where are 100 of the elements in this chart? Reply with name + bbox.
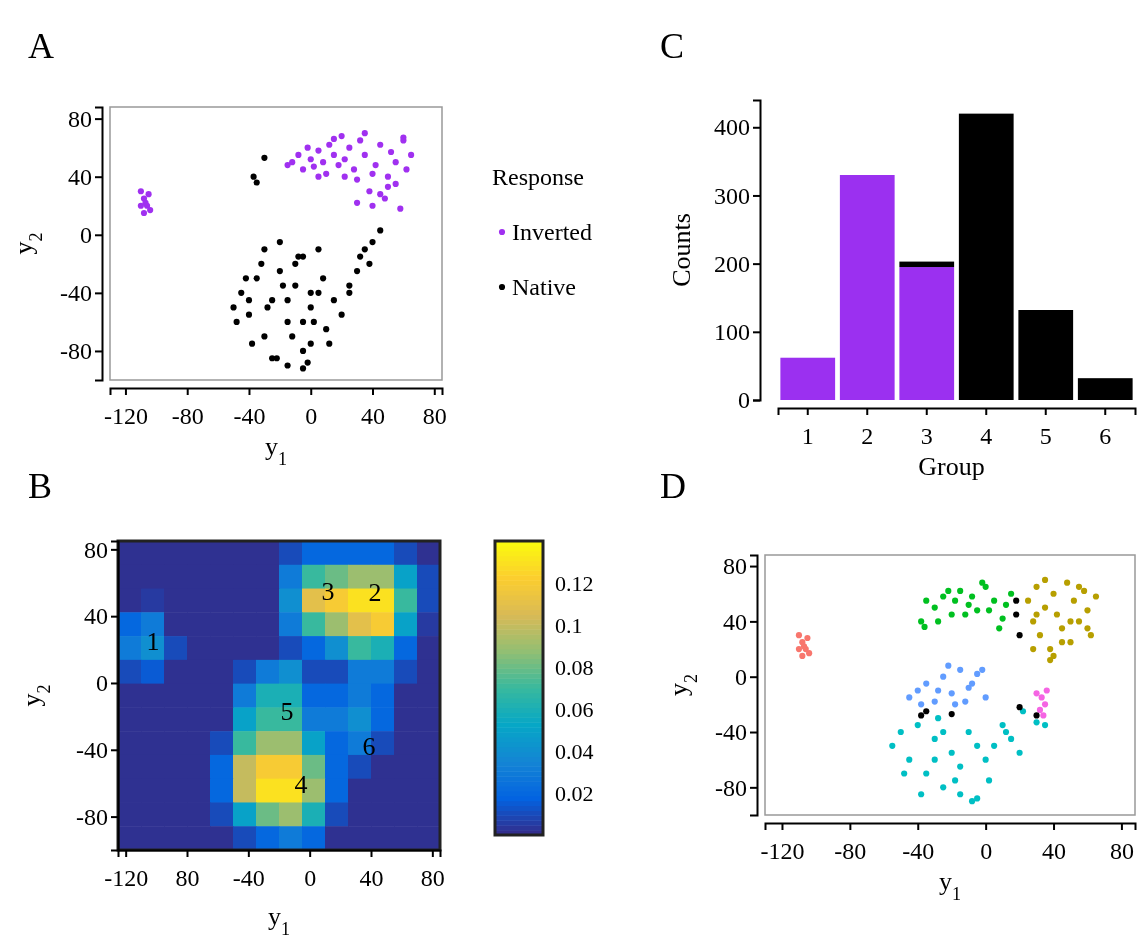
point <box>952 701 959 708</box>
point <box>952 597 959 604</box>
point <box>377 227 384 234</box>
point <box>1033 719 1040 726</box>
point <box>799 652 806 660</box>
point <box>918 712 925 719</box>
bar <box>1077 378 1133 400</box>
point <box>923 680 930 687</box>
point <box>968 798 976 805</box>
point <box>253 275 260 282</box>
point <box>304 144 311 151</box>
point <box>384 183 392 190</box>
x-tick-label: -40 <box>232 865 265 892</box>
point <box>230 304 237 311</box>
point <box>999 722 1006 729</box>
annotation: 5 <box>280 697 294 727</box>
point <box>923 770 930 777</box>
point <box>1084 625 1091 632</box>
chart-title: D <box>660 466 686 506</box>
point <box>326 340 333 347</box>
point <box>233 318 240 325</box>
y-axis-title: Counts <box>667 213 696 287</box>
point <box>279 282 287 289</box>
point <box>985 777 993 784</box>
x-tick-label: -40 <box>902 838 935 865</box>
x-tick-label: 2 <box>861 423 874 450</box>
x-tick-label: -80 <box>834 838 867 865</box>
point <box>137 202 144 209</box>
point <box>299 318 307 325</box>
y-tick-label: 0 <box>735 663 747 690</box>
point <box>1024 597 1032 604</box>
point <box>1075 618 1083 625</box>
x-tick-label: 80 <box>420 865 445 892</box>
point <box>1038 694 1045 701</box>
point <box>948 710 955 718</box>
point <box>1033 712 1040 719</box>
point <box>1036 632 1044 639</box>
point <box>1067 618 1074 625</box>
point <box>982 756 989 763</box>
point <box>289 333 296 340</box>
point <box>795 645 803 653</box>
point <box>1013 611 1020 618</box>
point <box>276 238 283 246</box>
point <box>906 694 913 701</box>
point <box>999 615 1006 622</box>
point <box>261 154 268 161</box>
point <box>248 340 256 347</box>
y-tick-label: 0 <box>96 670 108 697</box>
point <box>253 179 260 186</box>
point <box>346 289 353 296</box>
annotation: 1 <box>146 627 160 657</box>
point <box>377 191 384 198</box>
bar <box>958 113 1014 400</box>
point <box>1040 712 1047 719</box>
point <box>979 666 986 673</box>
bar <box>1018 310 1074 400</box>
point <box>935 715 942 722</box>
point <box>985 607 993 614</box>
y-tick-label: 200 <box>714 250 750 277</box>
point <box>315 173 322 180</box>
point <box>948 611 955 618</box>
point <box>979 579 986 586</box>
point <box>357 137 364 144</box>
point <box>1047 645 1054 653</box>
y-tick-label: -40 <box>715 719 747 746</box>
point <box>245 311 253 318</box>
x-axis-title: Group <box>918 452 985 481</box>
y-tick-label: 40 <box>723 608 747 635</box>
point <box>935 687 942 694</box>
point <box>1080 587 1088 595</box>
point <box>361 246 368 253</box>
y-tick-label: 80 <box>68 105 92 132</box>
y-tick-label: 40 <box>68 163 92 190</box>
point <box>804 634 811 642</box>
point <box>965 684 972 691</box>
point <box>1047 657 1054 664</box>
y-tick-label: 400 <box>714 114 750 141</box>
point <box>338 311 345 318</box>
x-tick-label: 0 <box>304 865 317 892</box>
point <box>945 662 952 669</box>
point <box>326 141 333 148</box>
point <box>901 770 908 777</box>
point <box>258 260 265 267</box>
point <box>261 333 268 340</box>
point <box>1041 576 1049 583</box>
point <box>1036 706 1044 713</box>
point <box>931 735 938 743</box>
x-tick-label: 80 <box>422 403 447 430</box>
point <box>397 205 404 212</box>
x-tick-label: -120 <box>104 865 149 892</box>
point <box>1050 652 1057 660</box>
point <box>315 147 322 154</box>
point <box>1019 708 1027 715</box>
chart-title: C <box>660 26 685 66</box>
color-bar-label: 0.08 <box>555 654 594 680</box>
point <box>140 209 148 217</box>
point <box>310 318 317 325</box>
point <box>273 355 280 362</box>
x-tick-label: 6 <box>1099 423 1112 450</box>
point <box>369 170 376 177</box>
